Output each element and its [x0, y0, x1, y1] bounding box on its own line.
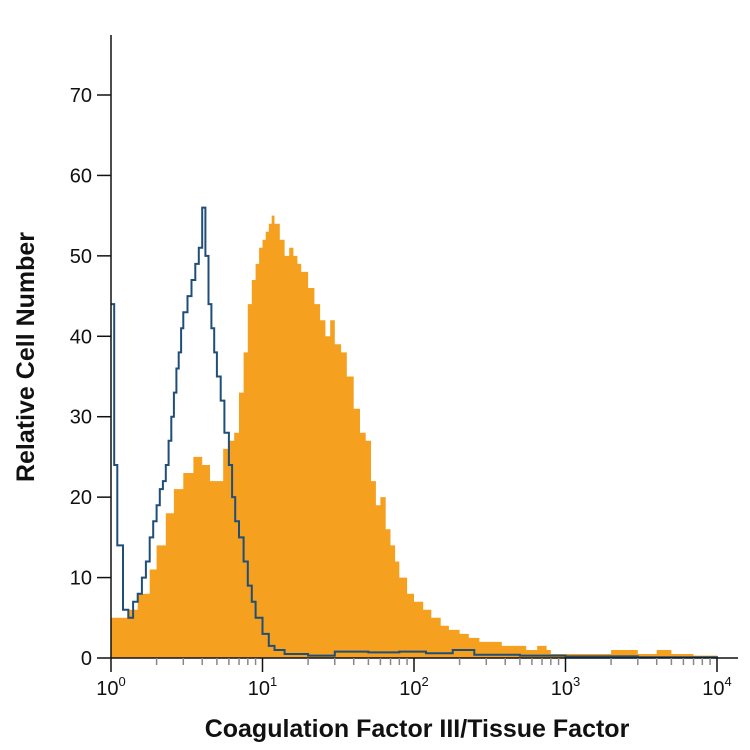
y-tick-label: 50	[70, 246, 92, 268]
x-axis-title: Coagulation Factor III/Tissue Factor	[205, 715, 630, 743]
y-tick-label: 70	[70, 85, 92, 107]
y-tick-label: 60	[70, 165, 92, 187]
y-tick-label: 40	[70, 326, 92, 348]
x-tick-label: 100	[96, 674, 125, 700]
y-tick-label: 30	[70, 407, 92, 429]
x-tick-label: 103	[551, 674, 580, 700]
x-tick-label: 104	[702, 674, 731, 700]
outline-histogram-series	[111, 206, 718, 659]
y-axis-title: Relative Cell Number	[12, 232, 40, 482]
y-tick-label: 10	[70, 568, 92, 590]
x-tick-label: 101	[248, 674, 277, 700]
x-tick-label: 102	[399, 674, 428, 700]
y-tick-label: 0	[81, 648, 92, 670]
y-tick-label: 20	[70, 487, 92, 509]
filled-histogram-series	[111, 215, 717, 658]
